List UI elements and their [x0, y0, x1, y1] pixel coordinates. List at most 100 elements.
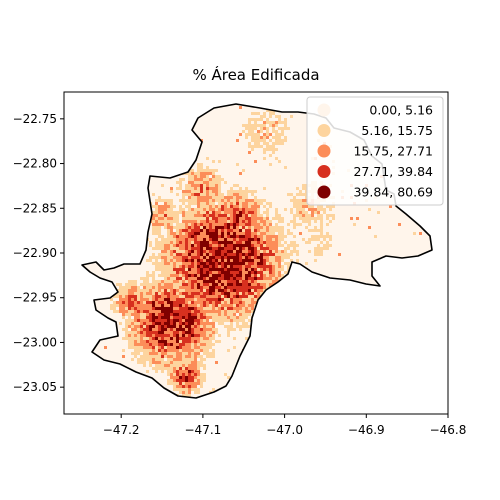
- density-cell: [176, 289, 179, 292]
- density-cell: [152, 352, 155, 355]
- density-cell: [161, 346, 164, 349]
- density-cell: [134, 316, 137, 319]
- density-cell: [221, 319, 224, 322]
- density-cell: [140, 313, 143, 316]
- density-cell: [221, 301, 224, 304]
- density-cell: [272, 148, 275, 151]
- density-cell: [212, 334, 215, 337]
- density-cell: [179, 382, 182, 385]
- density-cell: [236, 184, 239, 187]
- density-cell: [167, 349, 170, 352]
- density-cell: [188, 199, 191, 202]
- density-cell: [272, 241, 275, 244]
- density-cell: [167, 214, 170, 217]
- density-cell: [290, 208, 293, 211]
- density-cell: [224, 256, 227, 259]
- density-cell: [242, 298, 245, 301]
- density-cell: [233, 328, 236, 331]
- density-cell: [149, 286, 152, 289]
- density-cell: [149, 361, 152, 364]
- density-cell: [320, 235, 323, 238]
- density-cell: [206, 325, 209, 328]
- density-cell: [206, 175, 209, 178]
- density-cell: [161, 367, 164, 370]
- density-cell: [257, 289, 260, 292]
- density-cell: [167, 265, 170, 268]
- density-cell: [182, 193, 185, 196]
- density-cell: [266, 280, 269, 283]
- density-cell: [302, 193, 305, 196]
- density-cell: [152, 283, 155, 286]
- density-cell: [221, 205, 224, 208]
- density-cell: [182, 337, 185, 340]
- density-cell: [152, 274, 155, 277]
- density-cell: [215, 268, 218, 271]
- density-cell: [206, 280, 209, 283]
- density-cell: [182, 277, 185, 280]
- density-cell: [296, 250, 299, 253]
- density-cell: [248, 226, 251, 229]
- density-cell: [206, 181, 209, 184]
- density-cell: [182, 196, 185, 199]
- density-cell: [173, 307, 176, 310]
- density-cell: [200, 286, 203, 289]
- density-cell: [131, 301, 134, 304]
- density-cell: [134, 331, 137, 334]
- density-cell: [149, 319, 152, 322]
- density-cell: [140, 316, 143, 319]
- density-cell: [182, 313, 185, 316]
- density-cell: [254, 259, 257, 262]
- density-cell: [167, 334, 170, 337]
- density-cell: [209, 334, 212, 337]
- density-cell: [314, 235, 317, 238]
- density-cell: [263, 262, 266, 265]
- density-cell: [110, 307, 113, 310]
- density-cell: [185, 358, 188, 361]
- density-cell: [290, 211, 293, 214]
- density-cell: [329, 205, 332, 208]
- density-cell: [200, 172, 203, 175]
- density-cell: [182, 262, 185, 265]
- density-cell: [176, 181, 179, 184]
- density-cell: [152, 337, 155, 340]
- density-cell: [182, 340, 185, 343]
- density-cell: [284, 139, 287, 142]
- density-cell: [182, 208, 185, 211]
- density-cell: [245, 202, 248, 205]
- density-cell: [302, 187, 305, 190]
- density-cell: [212, 301, 215, 304]
- density-cell: [263, 115, 266, 118]
- density-cell: [233, 193, 236, 196]
- density-cell: [164, 220, 167, 223]
- density-cell: [248, 301, 251, 304]
- density-cell: [182, 286, 185, 289]
- density-cell: [191, 211, 194, 214]
- density-cell: [221, 202, 224, 205]
- density-cell: [170, 316, 173, 319]
- density-cell: [197, 217, 200, 220]
- density-cell: [245, 232, 248, 235]
- density-cell: [254, 241, 257, 244]
- density-cell: [326, 217, 329, 220]
- density-cell: [233, 247, 236, 250]
- density-cell: [251, 193, 254, 196]
- density-cell: [248, 277, 251, 280]
- density-cell: [236, 202, 239, 205]
- density-cell: [206, 223, 209, 226]
- density-cell: [242, 307, 245, 310]
- density-cell: [254, 199, 257, 202]
- density-cell: [200, 166, 203, 169]
- density-cell: [275, 256, 278, 259]
- density-cell: [245, 316, 248, 319]
- density-cell: [230, 265, 233, 268]
- density-cell: [218, 289, 221, 292]
- density-cell: [260, 232, 263, 235]
- density-cell: [269, 133, 272, 136]
- density-cell: [134, 286, 137, 289]
- density-cell: [128, 313, 131, 316]
- density-cell: [128, 280, 131, 283]
- density-cell: [194, 250, 197, 253]
- density-cell: [227, 265, 230, 268]
- density-cell: [209, 187, 212, 190]
- density-cell: [194, 385, 197, 388]
